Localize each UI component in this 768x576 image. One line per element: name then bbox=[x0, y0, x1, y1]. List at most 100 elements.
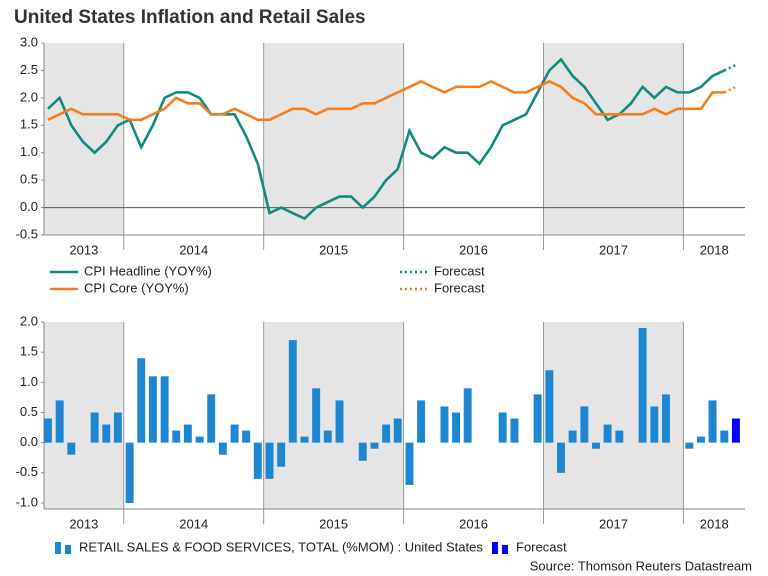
x-tick-label: 2014 bbox=[179, 242, 208, 257]
year-shade bbox=[543, 43, 684, 235]
bar bbox=[300, 436, 309, 443]
y-tick-label: -0.5 bbox=[16, 464, 38, 479]
y-tick-label: 2.5 bbox=[20, 62, 38, 77]
y-tick-label: -0.5 bbox=[16, 226, 38, 241]
bar bbox=[335, 400, 344, 443]
y-tick-label: 0.0 bbox=[20, 434, 38, 449]
bar bbox=[102, 424, 111, 443]
bar bbox=[580, 406, 589, 443]
bar bbox=[277, 442, 286, 467]
y-tick-label: 1.5 bbox=[20, 117, 38, 132]
bar bbox=[603, 424, 612, 443]
bar bbox=[463, 388, 472, 443]
bar bbox=[55, 400, 64, 443]
y-tick-label: 0.5 bbox=[20, 172, 38, 187]
bar bbox=[393, 418, 402, 443]
bar bbox=[90, 412, 99, 443]
bar bbox=[615, 430, 624, 443]
bar bbox=[545, 370, 554, 443]
x-tick-label: 2015 bbox=[319, 242, 348, 257]
bar bbox=[510, 418, 519, 443]
legend-label: Forecast bbox=[516, 539, 567, 554]
bar bbox=[230, 424, 239, 443]
x-tick-label: 2013 bbox=[69, 516, 98, 531]
bar bbox=[160, 376, 169, 443]
year-shade bbox=[44, 43, 124, 235]
bar bbox=[568, 430, 577, 443]
bar bbox=[137, 358, 146, 443]
x-tick-label: 2018 bbox=[700, 516, 729, 531]
bar bbox=[183, 424, 192, 443]
bar bbox=[67, 442, 76, 455]
line bbox=[47, 57, 725, 221]
y-tick-label: 2.0 bbox=[20, 313, 38, 328]
x-tick-label: 2016 bbox=[459, 242, 488, 257]
y-tick-label: 0.0 bbox=[20, 199, 38, 214]
bar bbox=[440, 406, 449, 443]
bar bbox=[382, 424, 391, 443]
legend-label: CPI Core (YOY%) bbox=[84, 280, 189, 295]
x-tick-label: 2013 bbox=[69, 242, 98, 257]
bar bbox=[113, 412, 122, 443]
legend-swatch bbox=[502, 545, 508, 554]
bar bbox=[720, 430, 729, 443]
y-tick-label: 2.0 bbox=[20, 89, 38, 104]
year-shade bbox=[263, 43, 404, 235]
bar bbox=[685, 442, 694, 449]
bar bbox=[650, 406, 659, 443]
bar bbox=[253, 442, 262, 479]
x-tick-label: 2016 bbox=[459, 516, 488, 531]
y-tick-label: 0.5 bbox=[20, 404, 38, 419]
bar bbox=[125, 442, 134, 503]
bar bbox=[592, 442, 600, 449]
bar bbox=[417, 400, 426, 443]
bar bbox=[405, 442, 414, 485]
y-tick-label: -1.0 bbox=[16, 494, 38, 509]
bar bbox=[370, 442, 379, 449]
bar bbox=[708, 400, 717, 443]
bar bbox=[242, 430, 251, 443]
legend-label: Forecast bbox=[434, 280, 485, 295]
bar bbox=[533, 394, 542, 443]
x-tick-label: 2018 bbox=[700, 242, 729, 257]
line bbox=[723, 63, 737, 72]
year-shade bbox=[543, 322, 684, 509]
y-tick-label: 1.0 bbox=[20, 144, 38, 159]
bar bbox=[148, 376, 157, 443]
line bbox=[723, 85, 737, 94]
bar bbox=[207, 394, 216, 443]
legend-label: CPI Headline (YOY%) bbox=[84, 263, 212, 278]
bar bbox=[195, 436, 204, 443]
bar bbox=[557, 442, 565, 473]
legend-swatch bbox=[55, 542, 61, 554]
bar bbox=[43, 418, 52, 443]
bar bbox=[312, 388, 321, 443]
x-tick-label: 2017 bbox=[599, 242, 628, 257]
chart-title: United States Inflation and Retail Sales bbox=[14, 7, 366, 28]
bar bbox=[498, 412, 507, 443]
bar bbox=[452, 412, 461, 443]
legend-label: Forecast bbox=[434, 263, 485, 278]
bar bbox=[172, 430, 181, 443]
legend-swatch bbox=[492, 542, 498, 554]
legend-swatch bbox=[65, 545, 71, 554]
x-tick-label: 2014 bbox=[179, 516, 208, 531]
bar bbox=[638, 328, 647, 443]
line bbox=[47, 79, 725, 122]
y-tick-label: 1.0 bbox=[20, 374, 38, 389]
bar bbox=[696, 436, 705, 443]
x-tick-label: 2017 bbox=[599, 516, 628, 531]
x-tick-label: 2015 bbox=[319, 516, 348, 531]
bar bbox=[323, 430, 332, 443]
year-shade bbox=[263, 322, 404, 509]
y-tick-label: 3.0 bbox=[20, 34, 38, 49]
bar bbox=[218, 442, 227, 455]
source: Source: Thomson Reuters Datastream bbox=[530, 558, 752, 573]
bar bbox=[731, 418, 740, 443]
bar bbox=[358, 442, 367, 461]
y-tick-label: 1.5 bbox=[20, 344, 38, 359]
legend-label: RETAIL SALES & FOOD SERVICES, TOTAL (%MO… bbox=[79, 539, 483, 554]
bar bbox=[661, 394, 670, 443]
bar bbox=[265, 442, 274, 479]
